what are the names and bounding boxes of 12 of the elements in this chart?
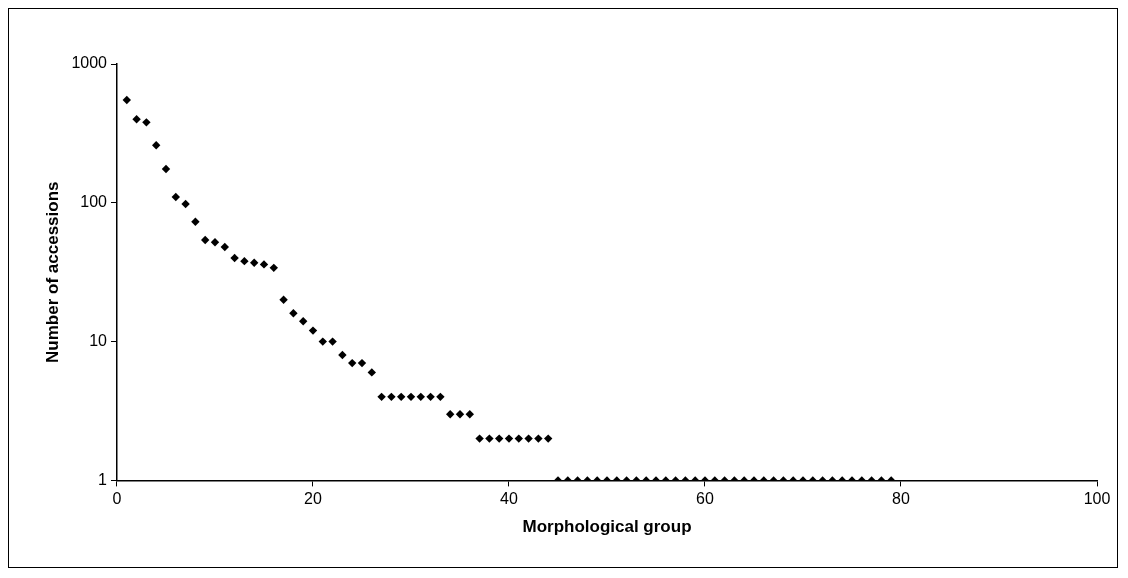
x-tick-label: 0 [112,490,122,508]
x-tick-label: 20 [304,490,322,508]
x-tick-label: 80 [892,490,910,508]
x-axis-title: Morphological group [522,517,692,537]
x-tick-label: 60 [696,490,714,508]
y-axis-title: Number of accessions [42,181,62,363]
y-tick-label: 1 [98,470,108,488]
y-tick-label: 100 [80,193,108,211]
x-tick-label: 40 [500,490,518,508]
y-tick-label: 10 [89,332,108,350]
x-tick-label: 100 [1083,490,1111,508]
y-tick-label: 1000 [71,54,108,72]
